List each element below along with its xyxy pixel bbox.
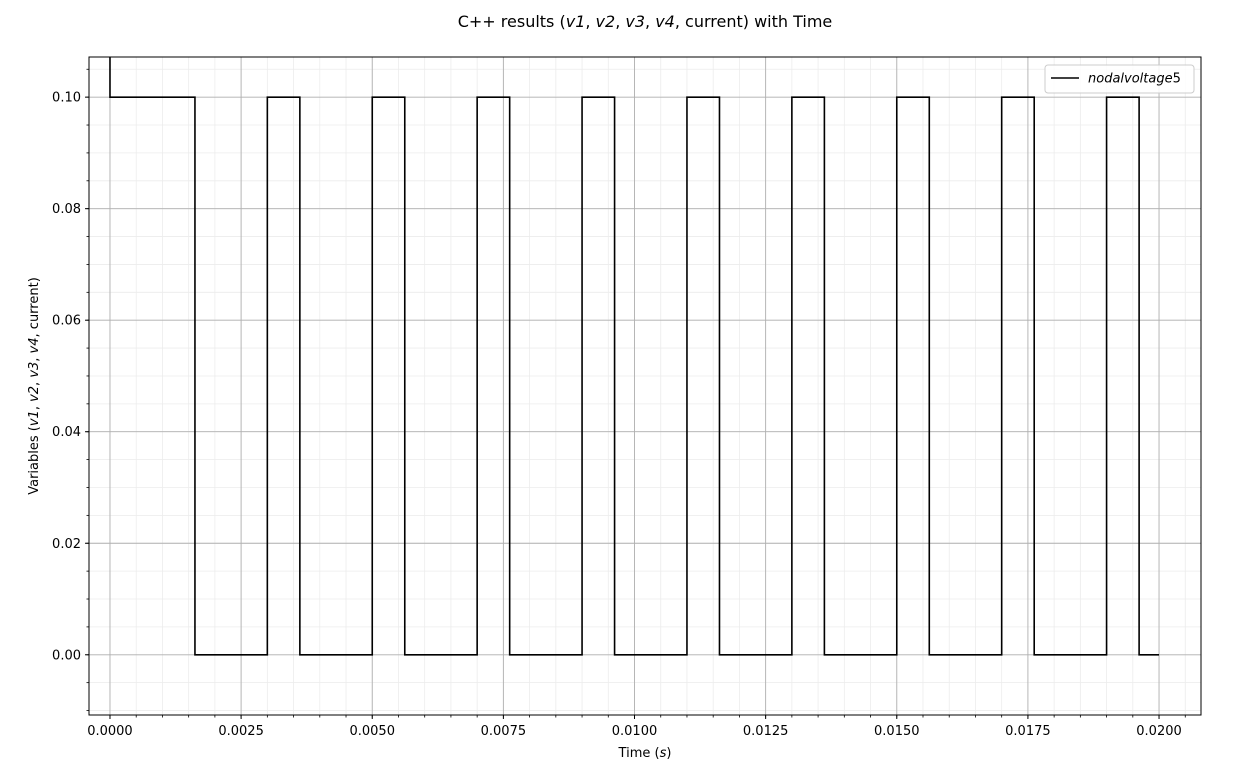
- legend-label: nodalvoltage5: [1088, 72, 1181, 87]
- y-axis-label: Variables (v1, v2, v3, v4, current): [27, 277, 42, 495]
- x-tick-label: 0.0150: [874, 724, 920, 739]
- y-tick-label: 0.00: [52, 648, 81, 663]
- y-tick-label: 0.10: [52, 91, 81, 106]
- legend-box: [1044, 64, 1195, 94]
- x-tick-label: 0.0175: [1005, 724, 1051, 739]
- y-tick-label: 0.02: [52, 537, 81, 552]
- x-tick-label: 0.0125: [743, 724, 789, 739]
- legend: nodalvoltage5: [1044, 64, 1195, 94]
- series-layer: [109, 57, 1160, 656]
- x-tick-label: 0.0050: [349, 724, 395, 739]
- x-axis-ticks: 0.0000 0.0025 0.0050 0.0075 0.0100 0.0125 0.01…: [87, 715, 1186, 739]
- plot-frame: [88, 56, 1202, 716]
- chart-title: C++ results (v1, v2, v3, v4, current) wi…: [458, 12, 833, 31]
- y-axis-ticks: 0.00 0.02 0.04 0.06 0.08 0.10: [52, 68, 89, 711]
- x-tick-label: 0.0100: [612, 724, 658, 739]
- x-tick-label: 0.0000: [87, 724, 133, 739]
- x-tick-label: 0.0075: [481, 724, 527, 739]
- x-tick-label: 0.0025: [218, 724, 264, 739]
- series-line-nodalvoltage5: [109, 57, 1160, 656]
- x-tick-label: 0.0200: [1136, 724, 1182, 739]
- x-axis-label: Time (s): [618, 746, 672, 761]
- y-tick-label: 0.08: [52, 202, 81, 217]
- y-tick-label: 0.06: [52, 314, 81, 329]
- y-tick-label: 0.04: [52, 425, 81, 440]
